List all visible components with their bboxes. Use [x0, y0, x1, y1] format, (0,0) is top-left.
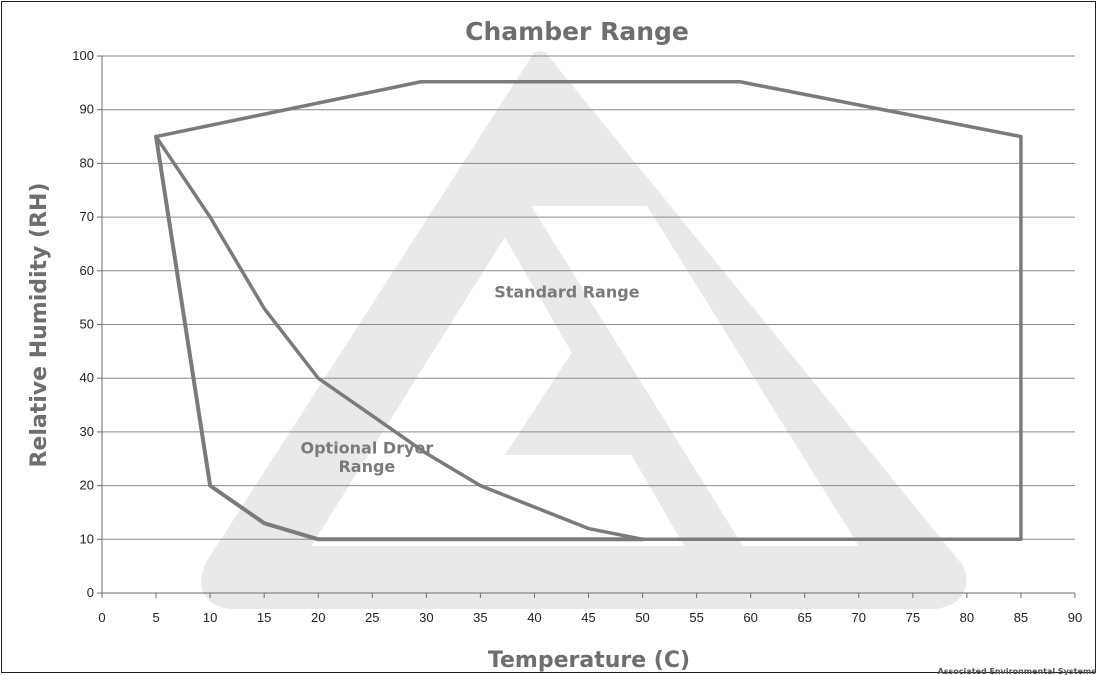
x-tick-label-15: 15: [257, 610, 271, 625]
x-tick-label-40: 40: [527, 610, 541, 625]
x-tick-label-85: 85: [1014, 610, 1028, 625]
x-tick-label-80: 80: [960, 610, 974, 625]
tick-labels: 0 10 20 30 40 50 60 70 80 90 100 0 5 10 15 20 25 30 35 40 45…: [72, 48, 1082, 625]
x-tick-label-60: 60: [743, 610, 757, 625]
y-tick-label-0: 0: [87, 585, 94, 600]
grid-lines: [102, 55, 1075, 540]
x-tick-label-70: 70: [852, 610, 866, 625]
series-line-optional-dryer-range: [154, 134, 645, 542]
region-label-0: Standard Range: [494, 283, 639, 302]
region-label-2: Range: [338, 457, 395, 476]
y-axis-label: Relative Humidity (RH): [27, 182, 52, 467]
y-tick-label-40: 40: [80, 370, 94, 385]
y-tick-label-70: 70: [80, 209, 94, 224]
y-tick-label-100: 100: [72, 48, 94, 63]
credit-text: Associated Environmental Systems: [938, 667, 1097, 675]
triangle-watermark-shape: [201, 51, 967, 609]
x-tick-label-25: 25: [365, 610, 379, 625]
x-tick-label-35: 35: [473, 610, 487, 625]
x-tick-label-10: 10: [203, 610, 217, 625]
x-tick-label-20: 20: [311, 610, 325, 625]
series-line-standard-range: [154, 80, 1023, 542]
watermark-inner-shape: [505, 340, 655, 455]
x-tick-label-90: 90: [1068, 610, 1082, 625]
chart-title: Chamber Range: [465, 17, 689, 46]
y-tick-label-10: 10: [80, 531, 94, 546]
region-label-1: Optional Dryer: [300, 438, 433, 457]
y-tick-label-50: 50: [80, 317, 94, 332]
x-tick-label-30: 30: [419, 610, 433, 625]
y-tick-label-20: 20: [80, 478, 94, 493]
x-tick-label-75: 75: [906, 610, 920, 625]
y-tick-label-80: 80: [80, 155, 94, 170]
x-tick-label-5: 5: [152, 610, 159, 625]
x-tick-label-55: 55: [689, 610, 703, 625]
x-tick-label-65: 65: [797, 610, 811, 625]
x-axis-label: Temperature (C): [488, 648, 690, 673]
x-tick-label-45: 45: [581, 610, 595, 625]
watermark-logo: [201, 51, 967, 609]
y-tick-label-30: 30: [80, 424, 94, 439]
x-tick-label-0: 0: [98, 610, 105, 625]
axes: [97, 55, 1076, 598]
y-tick-label-90: 90: [80, 102, 94, 117]
series-layer: [154, 80, 1023, 542]
x-tick-label-50: 50: [635, 610, 649, 625]
y-tick-label-60: 60: [80, 263, 94, 278]
